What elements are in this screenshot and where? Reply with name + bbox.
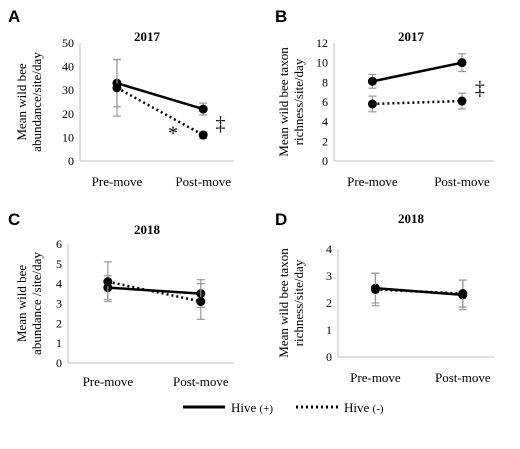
panel-title: 2018 [134, 222, 161, 237]
data-point [198, 104, 208, 114]
y-tick-label: 0 [68, 154, 74, 168]
data-point [458, 289, 468, 299]
panel-title: 2017 [398, 29, 425, 44]
series-solid [370, 272, 468, 311]
y-tick-label: 50 [62, 36, 74, 50]
y-tick-label: 0 [56, 356, 62, 370]
y-tick-label: 20 [62, 107, 74, 121]
y-axis-label-line: abundance /site/day [29, 252, 44, 355]
panel-letter: D [275, 210, 287, 229]
series-solid [103, 275, 206, 309]
series-dotted [112, 58, 208, 140]
x-tick-label: Pre-move [350, 370, 401, 385]
series-line [107, 286, 201, 295]
legend-solid-suffix: (+) [260, 403, 274, 415]
x-tick-label: Post-move [173, 374, 229, 389]
y-tick-label: 10 [62, 130, 74, 144]
series-dotted [103, 261, 206, 320]
y-axis-label-line: richness/site/day [291, 259, 306, 346]
legend-dotted-label: Hive (-) [344, 400, 384, 415]
y-tick-label: 3 [326, 269, 332, 283]
series-solid [367, 53, 467, 89]
data-point [367, 99, 377, 109]
data-point [457, 58, 467, 68]
y-tick-label: 2 [56, 316, 62, 330]
y-tick-label: 2 [326, 296, 332, 310]
data-point [367, 76, 377, 86]
y-tick-label: 40 [62, 60, 74, 74]
y-axis-label-line: abundance/site/day [29, 52, 44, 152]
series-dotted [370, 272, 468, 308]
series-line [116, 81, 204, 111]
panel-letter: A [8, 7, 20, 26]
y-axis-label: Mean wild bee taxonrichness/site/day [276, 248, 306, 358]
panel-letter: B [275, 7, 287, 26]
data-point [457, 96, 467, 106]
legend-solid-label: Hive (+) [231, 400, 273, 415]
panel-d: D 2018 Mean wild bee taxonrichness/site/da… [275, 210, 494, 385]
legend-dotted-suffix: (-) [373, 403, 384, 415]
y-axis-label-line: richness/site/day [291, 58, 306, 145]
y-tick-label: 30 [62, 83, 74, 97]
y-tick-label: 3 [56, 297, 62, 311]
panel-title: 2017 [134, 29, 161, 44]
series-line [372, 61, 463, 83]
series-dotted [367, 92, 467, 113]
data-point [198, 130, 208, 140]
panel-c: C 2018 Mean wild beeabundance /site/day 0 1 2… [8, 210, 234, 389]
significance-marker: ‡ [215, 113, 225, 135]
legend: Hive (+) Hive (-) [183, 400, 384, 415]
y-axis-label-line: Mean wild bee taxon [276, 248, 291, 358]
data-point [196, 297, 206, 307]
series-line [375, 286, 463, 297]
x-tick-label: Pre-move [92, 174, 143, 189]
significance-marker: * [168, 123, 178, 145]
x-tick-label: Post-move [175, 174, 231, 189]
y-tick-label: 12 [316, 36, 328, 50]
y-tick-label: 0 [322, 154, 328, 168]
y-tick-label: 8 [322, 75, 328, 89]
significance-marker: ‡ [475, 77, 485, 99]
y-axis-label-line: Mean wild bee [14, 265, 29, 342]
panel-title: 2018 [398, 211, 425, 226]
y-tick-label: 4 [326, 242, 332, 256]
panel-a: A 2017 Mean wild beeabundance/site/day 0 10 2… [8, 7, 234, 189]
series-line [116, 86, 204, 137]
y-tick-label: 5 [56, 257, 62, 271]
y-tick-label: 4 [322, 115, 328, 129]
y-tick-label: 10 [316, 56, 328, 70]
data-point [112, 83, 122, 93]
x-tick-label: Pre-move [83, 374, 134, 389]
y-tick-label: 2 [322, 134, 328, 148]
y-tick-label: 1 [326, 323, 332, 337]
y-axis-label-line: Mean wild bee taxon [276, 47, 291, 157]
y-axis-label: Mean wild bee taxonrichness/site/day [276, 47, 306, 157]
series-line [107, 280, 202, 303]
data-point [103, 277, 113, 287]
y-tick-label: 6 [322, 95, 328, 109]
y-tick-label: 0 [326, 350, 332, 364]
panel-letter: C [8, 210, 20, 229]
series-line [372, 99, 463, 106]
x-tick-label: Post-move [435, 370, 491, 385]
data-point [370, 285, 380, 294]
panel-b: B 2017 Mean wild bee taxonrichness/site/da… [275, 7, 494, 189]
y-tick-label: 6 [56, 237, 62, 251]
series-solid [112, 58, 208, 116]
x-tick-label: Pre-move [347, 174, 398, 189]
y-tick-label: 4 [56, 277, 62, 291]
y-tick-label: 1 [56, 336, 62, 350]
y-axis-label: Mean wild beeabundance /site/day [14, 252, 44, 355]
x-tick-label: Post-move [434, 174, 490, 189]
y-axis-label: Mean wild beeabundance/site/day [14, 52, 44, 152]
y-axis-label-line: Mean wild bee [14, 63, 29, 140]
